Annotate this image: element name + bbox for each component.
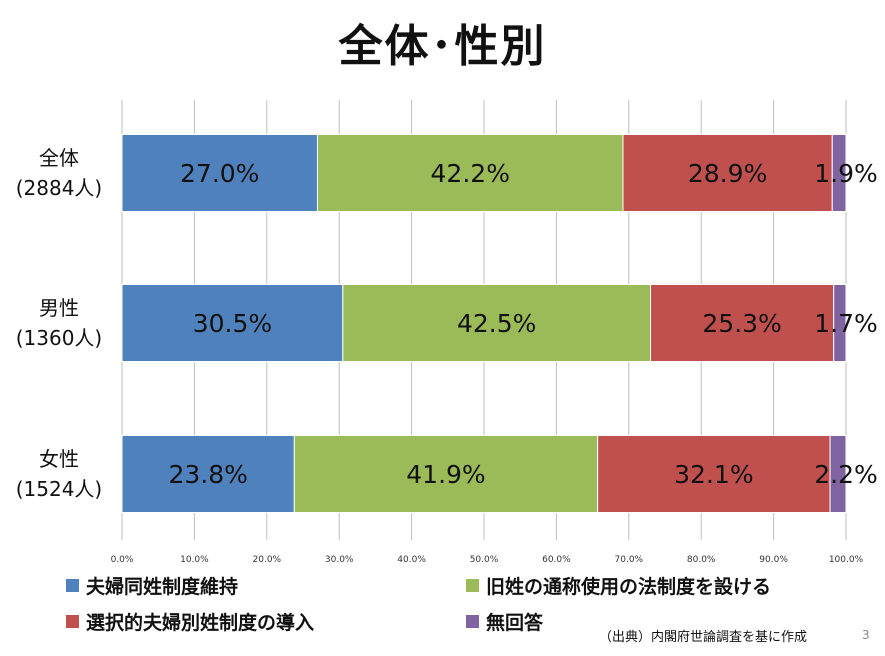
- x-tick-label: 70.0%: [615, 555, 644, 565]
- legend-item: 夫婦同姓制度維持: [66, 572, 238, 599]
- x-tick-label: 60.0%: [542, 555, 571, 565]
- legend-label: 旧姓の通称使用の法制度を設ける: [486, 576, 772, 598]
- legend-item: 選択的夫婦別姓制度の導入: [66, 608, 314, 635]
- x-axis-ticks: 0.0% 10.0% 20.0% 30.0% 40.0% 50.0% 60.0% 70.0% 8…: [111, 555, 864, 565]
- page-title: 全体･性別: [338, 21, 547, 72]
- bars: [121, 134, 847, 513]
- x-tick-label: 80.0%: [687, 555, 716, 565]
- source-note: （出典）内閣府世論調査を基に作成: [599, 630, 808, 645]
- legend: 夫婦同姓制度維持 旧姓の通称使用の法制度を設ける選択的夫婦別姓制度の導入 無回答: [66, 572, 866, 642]
- legend-item: 無回答: [466, 608, 543, 635]
- x-tick-label: 30.0%: [325, 555, 354, 565]
- bar-segment: [831, 134, 847, 212]
- legend-label: 無回答: [486, 612, 544, 634]
- legend-swatch: [66, 615, 79, 628]
- data-label: 42.2%: [431, 159, 510, 188]
- data-label: 27.0%: [180, 159, 259, 188]
- legend-swatch: [466, 579, 479, 592]
- data-label: 1.7%: [814, 309, 878, 338]
- x-tick-label: 0.0%: [111, 555, 134, 565]
- legend-swatch: [466, 615, 479, 628]
- bar-segment: [622, 134, 833, 212]
- category-name: 男性: [39, 296, 79, 320]
- data-label: 1.9%: [814, 159, 878, 188]
- data-label: 41.9%: [406, 460, 485, 489]
- legend-swatch: [66, 579, 79, 592]
- bar-segment: [293, 435, 599, 513]
- category-label: 女性 (1524人): [0, 444, 118, 504]
- bar-segment: [829, 435, 847, 513]
- data-label: 28.9%: [688, 159, 767, 188]
- x-tick-label: 50.0%: [470, 555, 499, 565]
- category-label: 男性 (1360人): [0, 293, 118, 353]
- bar-segment: [121, 284, 344, 362]
- category-count: (1524人): [15, 477, 103, 501]
- data-label: 2.2%: [814, 460, 878, 489]
- legend-label: 選択的夫婦別姓制度の導入: [86, 612, 315, 634]
- x-tick-label: 100.0%: [829, 555, 864, 565]
- bar-segment: [597, 435, 831, 513]
- data-label: 23.8%: [168, 460, 247, 489]
- legend-item: 旧姓の通称使用の法制度を設ける: [466, 572, 771, 599]
- data-label: 32.1%: [674, 460, 753, 489]
- x-tick-label: 40.0%: [397, 555, 426, 565]
- data-label: 30.5%: [193, 309, 272, 338]
- category-name: 女性: [39, 447, 79, 471]
- category-label: 全体 (2884人): [0, 143, 118, 203]
- category-name: 全体: [39, 146, 79, 170]
- data-label: 25.3%: [702, 309, 781, 338]
- bar-segment: [121, 134, 318, 212]
- data-label: 42.5%: [457, 309, 536, 338]
- bar-segment: [650, 284, 835, 362]
- x-tick-label: 20.0%: [253, 555, 282, 565]
- data-labels: 27.0% 42.2% 28.9% 1.9% 30.5% 42.5% 25.3% 1.7% 23…: [168, 159, 877, 489]
- x-tick-label: 90.0%: [759, 555, 788, 565]
- x-tick-label: 10.0%: [180, 555, 209, 565]
- bar-segment: [833, 284, 847, 362]
- category-count: (1360人): [15, 326, 103, 350]
- slide-number: 3: [862, 628, 870, 642]
- legend-label: 夫婦同姓制度維持: [86, 576, 239, 598]
- category-count: (2884人): [15, 176, 103, 200]
